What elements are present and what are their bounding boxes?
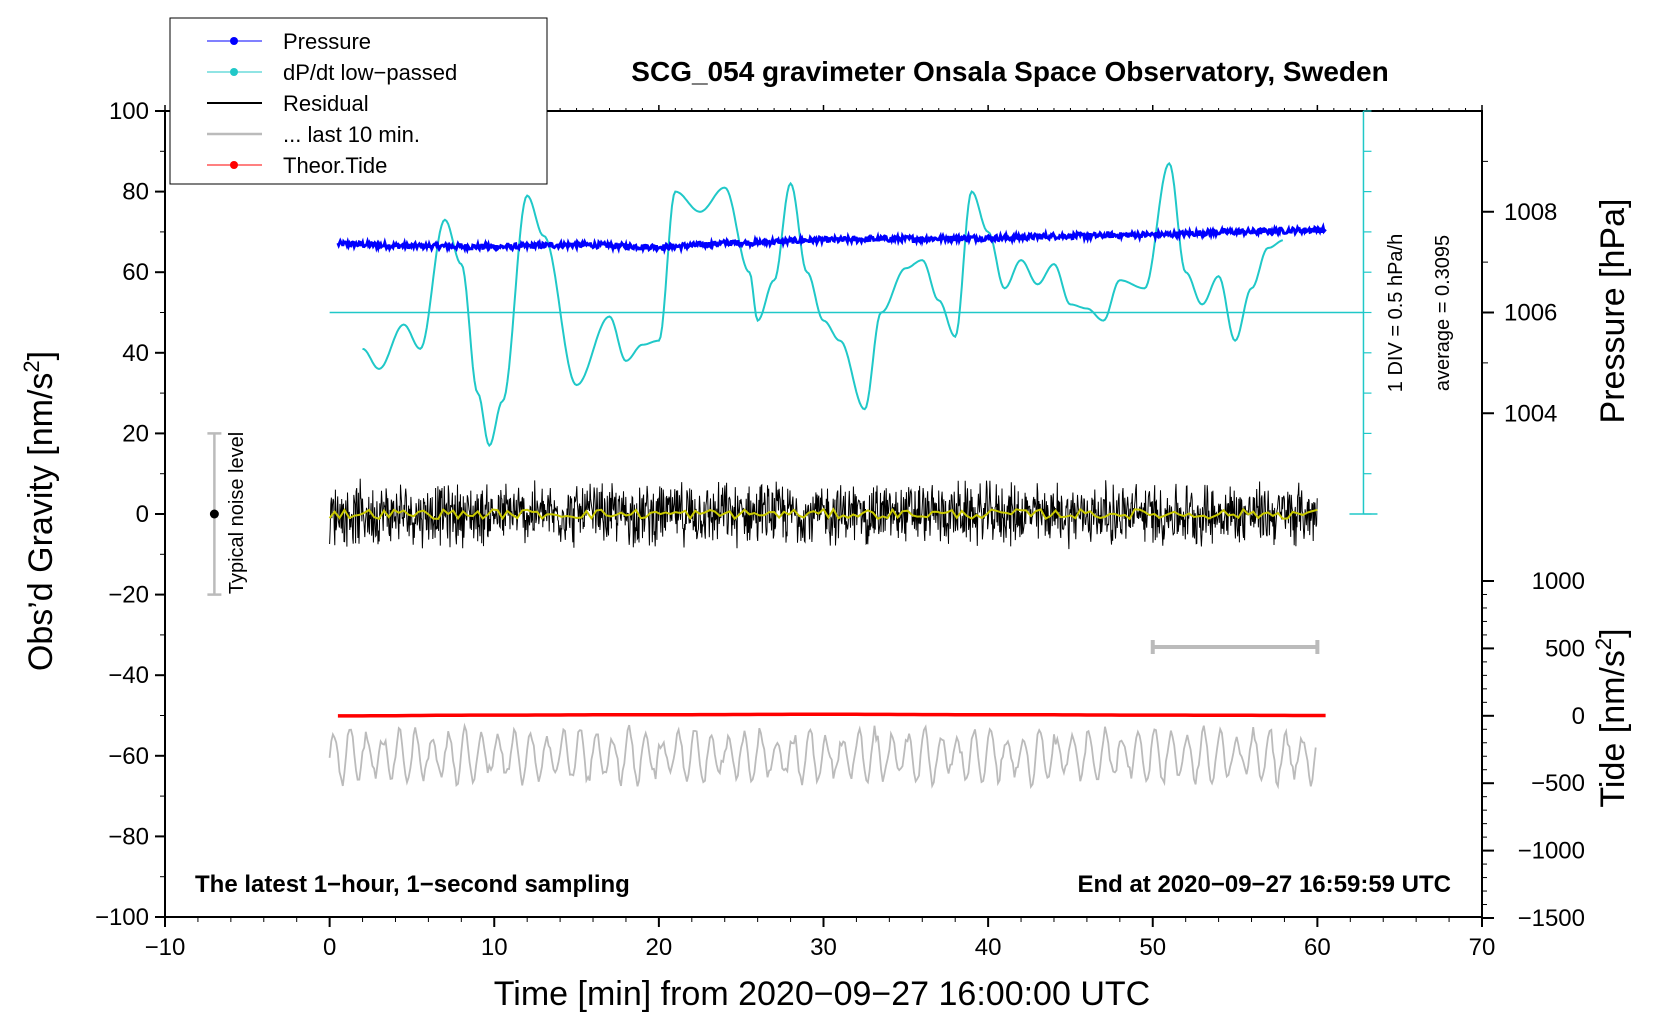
gravity-tick-label: 100 (109, 98, 149, 125)
pressure-axis-label: Pressure [hPa] (1594, 199, 1632, 424)
tide-axis-label-sup: 2 (1591, 638, 1616, 650)
pressure-axis: 1004 1006 1008 (1482, 160, 1557, 427)
tide-tick-label: −500 (1531, 770, 1585, 797)
legend-label: dP/dt low−passed (283, 60, 457, 85)
pressure-tick-label: 1008 (1504, 199, 1557, 226)
x-axis: −10 0 10 20 30 40 50 60 70 (145, 105, 1496, 961)
tide-tick-label: 500 (1545, 635, 1585, 662)
legend-label: Pressure (283, 29, 371, 54)
gravity-tick-label: −60 (108, 743, 149, 770)
gravity-axis-label-sup: 2 (19, 360, 44, 372)
gravity-axis-label: Obs’d Gravity [nm/s2] (19, 351, 60, 671)
dpdt-average-label: average = 0.3095 (1432, 235, 1454, 391)
tide-tick-label: 0 (1572, 703, 1585, 730)
x-tick-label: 60 (1304, 934, 1331, 961)
x-tick-label: −10 (145, 934, 186, 961)
sampling-annotation: The latest 1−hour, 1−second sampling (195, 871, 630, 898)
x-tick-label: 50 (1139, 934, 1166, 961)
gravity-axis-label-suffix: ] (22, 351, 60, 360)
gravity-tick-label: 80 (122, 179, 149, 206)
gravity-tick-label: 20 (122, 420, 149, 447)
noise-level-label: Typical noise level (226, 432, 248, 594)
theoretical-tide-series-line (337, 712, 1326, 718)
residual-smoothed-line (328, 507, 1318, 521)
x-tick-label: 70 (1469, 934, 1496, 961)
gravity-tick-label: 0 (136, 501, 149, 528)
legend-box (169, 17, 548, 185)
gravity-tick-label: −40 (108, 662, 149, 689)
x-tick-label: 10 (481, 934, 508, 961)
pressure-tick-label: 1004 (1504, 400, 1557, 427)
tide-axis: 1000 500 0 −500 −1000 −1500 (1482, 568, 1585, 932)
tide-tick-label: −1500 (1518, 905, 1585, 932)
last-10-min-series-line (328, 722, 1317, 790)
pressure-tick-label: 1006 (1504, 300, 1557, 327)
tide-axis-label-suffix: ] (1594, 628, 1632, 637)
chart-title: SCG_054 gravimeter Onsala Space Observat… (631, 56, 1388, 87)
legend-label: Residual (283, 91, 369, 116)
plot-area (207, 161, 1364, 790)
tide-axis-label: Tide [nm/s2] (1591, 628, 1632, 807)
tide-tick-label: −1000 (1518, 838, 1585, 865)
legend-swatch-marker (230, 161, 238, 169)
gravity-axis-label-prefix: Obs’d Gravity [nm/s (22, 373, 60, 672)
gravity-y-axis: −100 −80 −60 −40 −20 0 20 40 60 80 100 (95, 98, 165, 931)
pressure-series-line (336, 222, 1327, 255)
legend-swatch-marker (230, 37, 238, 45)
noise-bar-dot (209, 509, 219, 519)
legend: Pressure dP/dt low−passed Residual ... last… (169, 17, 548, 185)
legend-label: Theor.Tide (283, 153, 387, 178)
tide-axis-label-prefix: Tide [nm/s (1594, 650, 1632, 807)
gravity-tick-label: 60 (122, 259, 149, 286)
gravity-tick-label: −80 (108, 823, 149, 850)
legend-label: ... last 10 min. (283, 122, 420, 147)
gravity-tick-label: −100 (95, 904, 149, 931)
tide-tick-label: 1000 (1532, 568, 1585, 595)
x-axis-label: Time [min] from 2020−09−27 16:00:00 UTC (494, 975, 1150, 1013)
legend-swatch-marker (230, 68, 238, 76)
gravity-tick-label: 40 (122, 340, 149, 367)
end-time-annotation: End at 2020−09−27 16:59:59 UTC (1077, 871, 1451, 898)
gravity-tick-label: −20 (108, 582, 149, 609)
x-tick-label: 30 (810, 934, 837, 961)
x-tick-label: 40 (975, 934, 1002, 961)
dpdt-series-line (362, 161, 1284, 448)
x-tick-label: 20 (646, 934, 673, 961)
dpdt-division-label: 1 DIV = 0.5 hPa/h (1385, 234, 1407, 392)
dpdt-scale-axis (1349, 110, 1378, 515)
x-tick-label: 0 (323, 934, 336, 961)
